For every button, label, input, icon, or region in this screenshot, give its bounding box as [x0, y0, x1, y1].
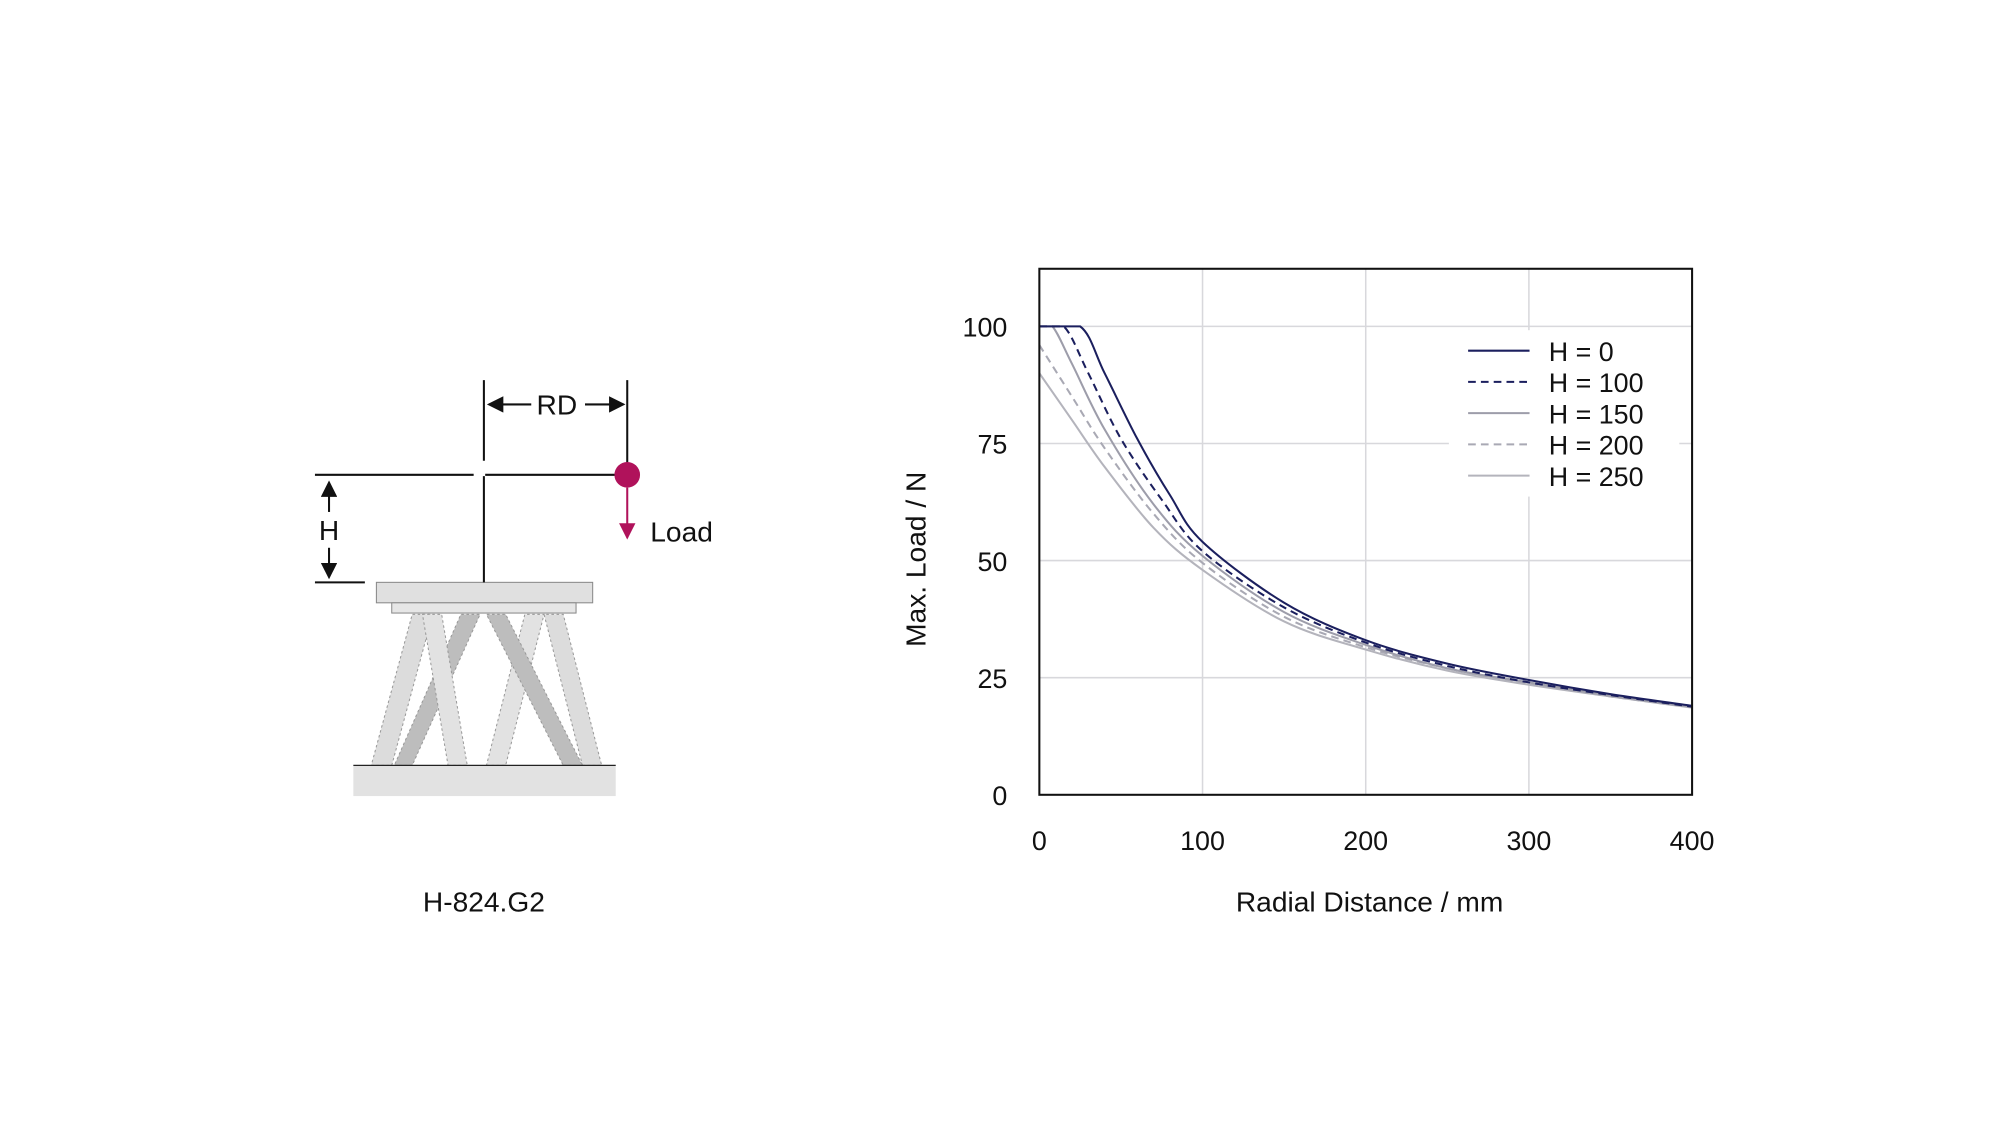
plot-frame — [1038, 267, 1694, 796]
legend-item: H = 0 — [1468, 337, 1614, 367]
legend-label: H = 0 — [1549, 337, 1614, 367]
x-axis-label: Radial Distance / mm — [1236, 886, 1503, 917]
series-line-3 — [1038, 344, 1693, 709]
y-tick-label: 0 — [992, 781, 1007, 811]
y-tick-labels: 0 25 50 75 100 — [963, 313, 1008, 811]
series-line-1 — [1039, 325, 1693, 708]
legend-item: H = 250 — [1468, 462, 1644, 492]
y-tick-label: 50 — [977, 547, 1007, 577]
y-tick-label: 100 — [963, 313, 1008, 343]
x-tick-label: 300 — [1506, 826, 1551, 856]
legend-label: H = 200 — [1549, 431, 1644, 461]
dimension-lines — [314, 380, 629, 584]
legend-label: H = 150 — [1549, 399, 1644, 429]
x-tick-labels: 0 100 200 300 400 — [1032, 826, 1715, 856]
legend-item: H = 100 — [1468, 368, 1644, 398]
legend-label: H = 100 — [1549, 368, 1644, 398]
top-platform-plate — [391, 602, 577, 614]
x-tick-label: 0 — [1032, 826, 1047, 856]
x-tick-label: 400 — [1670, 826, 1715, 856]
top-platform — [375, 581, 594, 604]
series-line-0 — [1039, 325, 1693, 707]
hexapod-diagram: RD H Load H-824.G2 — [314, 380, 713, 917]
load-label: Load — [650, 516, 713, 547]
load-point — [614, 462, 641, 488]
y-tick-label: 75 — [977, 430, 1007, 460]
x-tick-label: 200 — [1343, 826, 1388, 856]
legend-label: H = 250 — [1549, 462, 1644, 492]
x-tick-label: 100 — [1180, 826, 1225, 856]
legend-item: H = 150 — [1468, 399, 1644, 429]
y-tick-label: 25 — [977, 664, 1007, 694]
y-axis-label: Max. Load / N — [900, 472, 931, 647]
chart: 0 100 200 300 400 0 25 50 75 100 Radial Distance… — [900, 267, 1715, 917]
h-label: H — [319, 515, 339, 546]
rd-label: RD — [537, 390, 578, 421]
series-line-2 — [1039, 325, 1693, 708]
legend-item: H = 200 — [1468, 431, 1644, 461]
base-plate — [353, 765, 616, 797]
model-label: H-824.G2 — [423, 886, 545, 917]
series-group — [1038, 325, 1693, 709]
hexapod-legs — [370, 613, 603, 766]
